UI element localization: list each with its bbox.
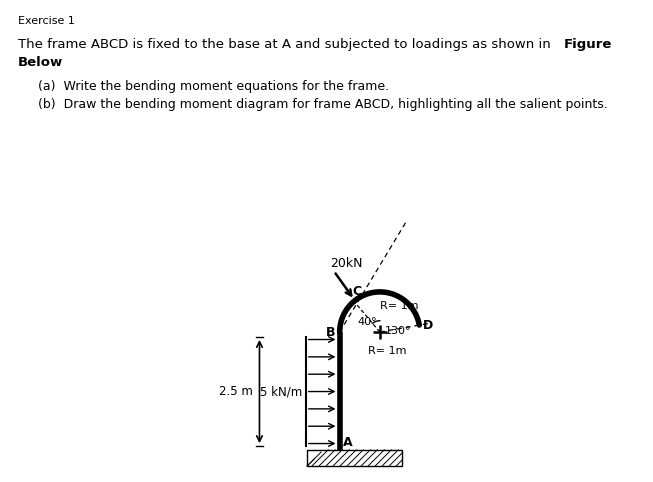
Text: 40°: 40° xyxy=(357,318,377,327)
Text: R= 1m: R= 1m xyxy=(368,346,407,356)
Text: Exercise 1: Exercise 1 xyxy=(18,16,75,26)
Text: Figure: Figure xyxy=(564,38,613,51)
Text: A: A xyxy=(343,436,353,449)
Text: (b)  Draw the bending moment diagram for frame ABCD, highlighting all the salien: (b) Draw the bending moment diagram for … xyxy=(38,98,608,111)
Text: C: C xyxy=(353,285,362,298)
Text: 20kN: 20kN xyxy=(330,257,362,270)
Text: Below: Below xyxy=(18,56,63,69)
Text: 130°: 130° xyxy=(385,326,411,336)
Text: R= 1m: R= 1m xyxy=(380,301,419,311)
Text: B: B xyxy=(326,325,336,338)
Text: (a)  Write the bending moment equations for the frame.: (a) Write the bending moment equations f… xyxy=(38,80,389,94)
Text: D: D xyxy=(423,319,434,332)
Text: 2.5 m: 2.5 m xyxy=(219,385,253,398)
Text: 5 kN/m: 5 kN/m xyxy=(260,385,302,398)
Text: The frame ABCD is fixed to the base at A and subjected to loadings as shown in: The frame ABCD is fixed to the base at A… xyxy=(18,38,555,51)
Polygon shape xyxy=(307,450,402,466)
